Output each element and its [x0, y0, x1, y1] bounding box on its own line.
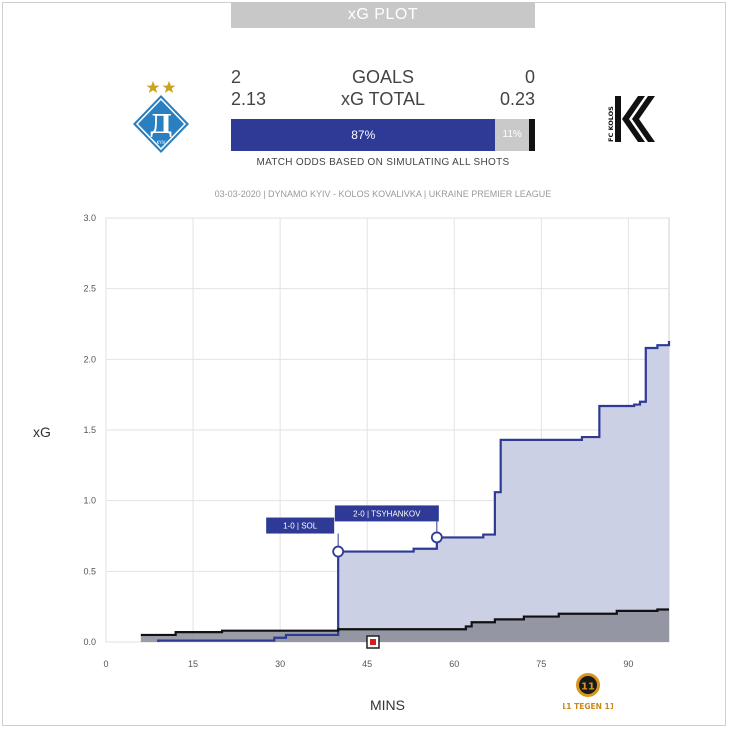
away-xg-total: 0.23 [499, 89, 535, 109]
odds-note: MATCH ODDS BASED ON SIMULATING ALL SHOTS [256, 157, 510, 168]
y-axis-label: xG [33, 424, 51, 440]
x-axis-label: MINS [370, 697, 405, 713]
goal-marker [332, 545, 345, 558]
goal-label: 2-0 | TSYHANKOV [353, 509, 421, 518]
x-tick-label: 30 [275, 659, 285, 669]
draw-odds: 11% [495, 119, 529, 151]
x-tick-label: 0 [103, 659, 108, 669]
match-info: 03-03-2020 | DYNAMO KYIV - KOLOS KOVALIV… [214, 189, 552, 199]
dynamo-kyiv-crest-icon: Д KYIV [133, 81, 189, 153]
chart-title: xG PLOT [231, 2, 535, 28]
y-tick-label: 2.5 [83, 284, 96, 294]
y-tick-label: 2.0 [83, 354, 96, 364]
half-time-marker-dot [369, 639, 376, 645]
x-tick-label: 60 [449, 659, 459, 669]
goal-label: 1-0 | SOL [283, 522, 318, 531]
crest-city-text: KYIV [157, 140, 166, 145]
match-odds-bar: 87% 11% [231, 119, 535, 151]
x-tick-label: 15 [188, 659, 198, 669]
crest-star-left [146, 81, 160, 93]
watermark-text: 11 TEGEN 11 [563, 702, 613, 711]
y-tick-label: 3.0 [83, 213, 96, 223]
xg-total-label: xG TOTAL [340, 89, 426, 109]
away-goals: 0 [524, 67, 535, 87]
x-tick-label: 45 [362, 659, 372, 669]
y-tick-label: 0.0 [83, 637, 96, 647]
fc-kolos-logo-icon: FC KOLOS [607, 96, 655, 142]
goal-label-box [334, 505, 439, 522]
x-tick-label: 75 [536, 659, 546, 669]
y-tick-label: 0.5 [83, 566, 96, 576]
crest-star-right [162, 81, 176, 93]
goal-marker [430, 531, 443, 544]
y-tick-label: 1.5 [83, 425, 96, 435]
y-tick-label: 1.0 [83, 496, 96, 506]
home-win-odds: 87% [231, 119, 496, 151]
svg-text:Д: Д [149, 110, 172, 140]
tegen-watermark-logo: 11 11 TEGEN 11 [563, 673, 613, 711]
home-xg-line [157, 340, 671, 642]
away-win-odds [528, 119, 535, 151]
goal-label-box [266, 517, 335, 534]
svg-text:11: 11 [581, 682, 595, 693]
home-goals: 2 [231, 67, 242, 87]
kolos-vertical-text: FC KOLOS [607, 106, 615, 142]
x-tick-label: 90 [623, 659, 633, 669]
home-xg-total: 2.13 [231, 89, 267, 109]
goals-label: GOALS [351, 67, 415, 87]
home-xg-area [158, 340, 669, 642]
away-xg-line [140, 608, 669, 637]
